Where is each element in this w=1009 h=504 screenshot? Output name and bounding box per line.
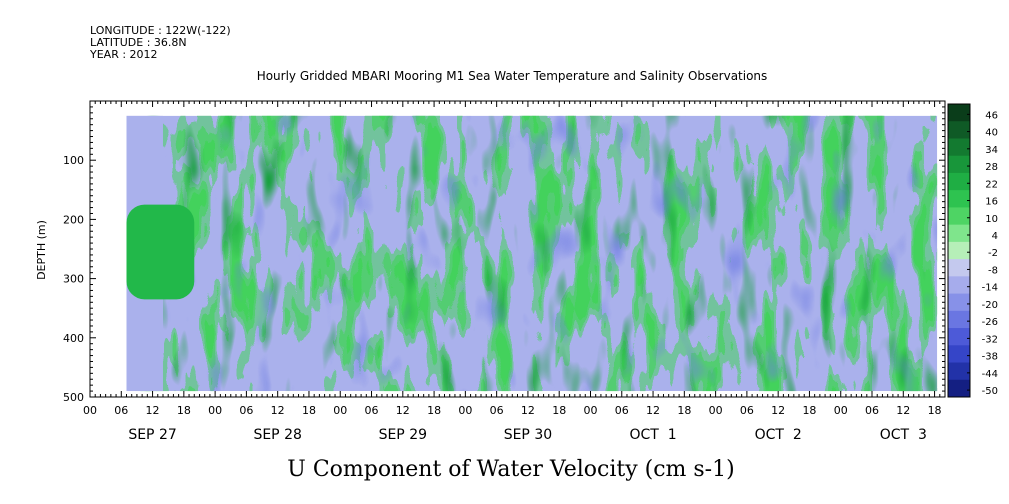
x-tick-label: 00 xyxy=(834,404,848,417)
x-tick-label: 00 xyxy=(458,404,472,417)
x-tick-label: 12 xyxy=(271,404,285,417)
colorbar-frame xyxy=(947,103,971,398)
x-tick-label: 00 xyxy=(83,404,97,417)
y-axis: 100 200 300 400 500 xyxy=(63,100,945,404)
x-day-label: SEP 29 xyxy=(379,427,427,443)
colorbar-label: 34 xyxy=(985,145,998,156)
plot-area: 100 200 300 400 500 00 06 12 18 00 06 12 18 00 06 12 18… xyxy=(63,100,946,443)
x-tick-label: 12 xyxy=(396,404,410,417)
x-tick-label: 06 xyxy=(865,404,879,417)
colorbar-swatch xyxy=(948,310,970,329)
colorbar-swatch xyxy=(948,104,970,122)
colorbar-label: -38 xyxy=(982,352,998,363)
y-axis-label: DEPTH (m) xyxy=(35,220,48,280)
colorbar-swatch xyxy=(948,362,970,381)
colorbar-label: -44 xyxy=(982,369,998,380)
x-tick-label: 06 xyxy=(740,404,754,417)
heatmap-early-jet xyxy=(126,204,195,300)
x-tick-label: 12 xyxy=(646,404,660,417)
x-tick-label: 00 xyxy=(208,404,222,417)
colorbar-swatch xyxy=(948,190,970,208)
colorbar-label: 22 xyxy=(985,179,998,190)
x-tick-label: 18 xyxy=(177,404,191,417)
colorbar-label: -14 xyxy=(982,283,998,294)
colorbar-swatch xyxy=(948,121,970,139)
colorbar-label: -32 xyxy=(982,334,998,345)
y-tick-label: 300 xyxy=(63,273,84,286)
colorbar-swatch xyxy=(948,379,970,398)
x-tick-label: 06 xyxy=(615,404,629,417)
x-day-label: OCT 1 xyxy=(629,427,676,443)
x-day-label: SEP 30 xyxy=(504,427,552,443)
x-tick-label: 12 xyxy=(896,404,910,417)
colorbar-swatch xyxy=(948,293,970,312)
colorbar-swatch xyxy=(948,345,970,364)
chart-title: Hourly Gridded MBARI Mooring M1 Sea Wate… xyxy=(257,69,768,83)
x-tick-label: 18 xyxy=(928,404,942,417)
y-tick-label: 400 xyxy=(63,332,84,345)
colorbar-swatch xyxy=(948,155,970,174)
colorbar-label: 10 xyxy=(985,214,998,225)
colorbar-swatch xyxy=(948,259,970,277)
x-tick-label: 06 xyxy=(490,404,504,417)
heatmap-negative-layer xyxy=(126,115,938,392)
colorbar-label: -26 xyxy=(982,317,998,328)
x-tick-label: 06 xyxy=(365,404,379,417)
longitude-label: LONGITUDE : 122W(-122) xyxy=(90,24,231,37)
colorbar-label: -20 xyxy=(982,300,998,311)
colorbar-swatch xyxy=(948,328,970,346)
x-tick-label: 18 xyxy=(802,404,816,417)
colorbar-label: 16 xyxy=(985,197,998,208)
colorbar-label: 40 xyxy=(985,128,998,139)
x-tick-label: 00 xyxy=(709,404,723,417)
x-tick-label: 18 xyxy=(552,404,566,417)
x-axis: 00 06 12 18 00 06 12 18 00 06 12 18 00 06 12 18 00 06 12 18… xyxy=(83,101,946,443)
colorbar-swatch xyxy=(948,241,970,260)
colorbar-label: -2 xyxy=(988,248,998,259)
colorbar-label: 46 xyxy=(985,110,998,121)
x-tick-label: 18 xyxy=(677,404,691,417)
colorbar-swatch xyxy=(948,138,970,157)
x-tick-label: 12 xyxy=(521,404,535,417)
x-tick-label: 12 xyxy=(771,404,785,417)
colorbar-swatch xyxy=(948,224,970,243)
colorbar-swatch xyxy=(948,172,970,191)
colorbar: 46 40 34 28 22 16 10 4 -2 -8 -14 -20 -26 -32 -38 -44 -50 xyxy=(947,103,998,398)
colorbar-label: -50 xyxy=(982,386,998,397)
x-axis-label: U Component of Water Velocity (cm s-1) xyxy=(287,457,734,482)
x-day-label: SEP 28 xyxy=(253,427,301,443)
x-day-label: OCT 3 xyxy=(880,427,927,443)
x-tick-label: 06 xyxy=(239,404,253,417)
colorbar-label: 4 xyxy=(992,231,998,242)
year-label: YEAR : 2012 xyxy=(89,48,158,61)
x-tick-label: 06 xyxy=(114,404,128,417)
colorbar-swatch xyxy=(948,276,970,295)
latitude-label: LATITUDE : 36.8N xyxy=(90,36,187,49)
heatmap-field xyxy=(126,115,938,392)
y-tick-label: 100 xyxy=(63,154,84,167)
x-tick-label: 00 xyxy=(333,404,347,417)
x-tick-label: 12 xyxy=(146,404,160,417)
y-tick-label: 200 xyxy=(63,213,84,226)
x-day-label: SEP 27 xyxy=(128,427,176,443)
y-tick-label: 500 xyxy=(63,391,84,404)
x-tick-label: 18 xyxy=(427,404,441,417)
colorbar-label: -8 xyxy=(988,265,998,276)
colorbar-swatch xyxy=(948,207,970,226)
colorbar-label: 28 xyxy=(985,162,998,173)
x-tick-label: 00 xyxy=(583,404,597,417)
x-tick-label: 18 xyxy=(302,404,316,417)
x-day-label: OCT 2 xyxy=(755,427,802,443)
